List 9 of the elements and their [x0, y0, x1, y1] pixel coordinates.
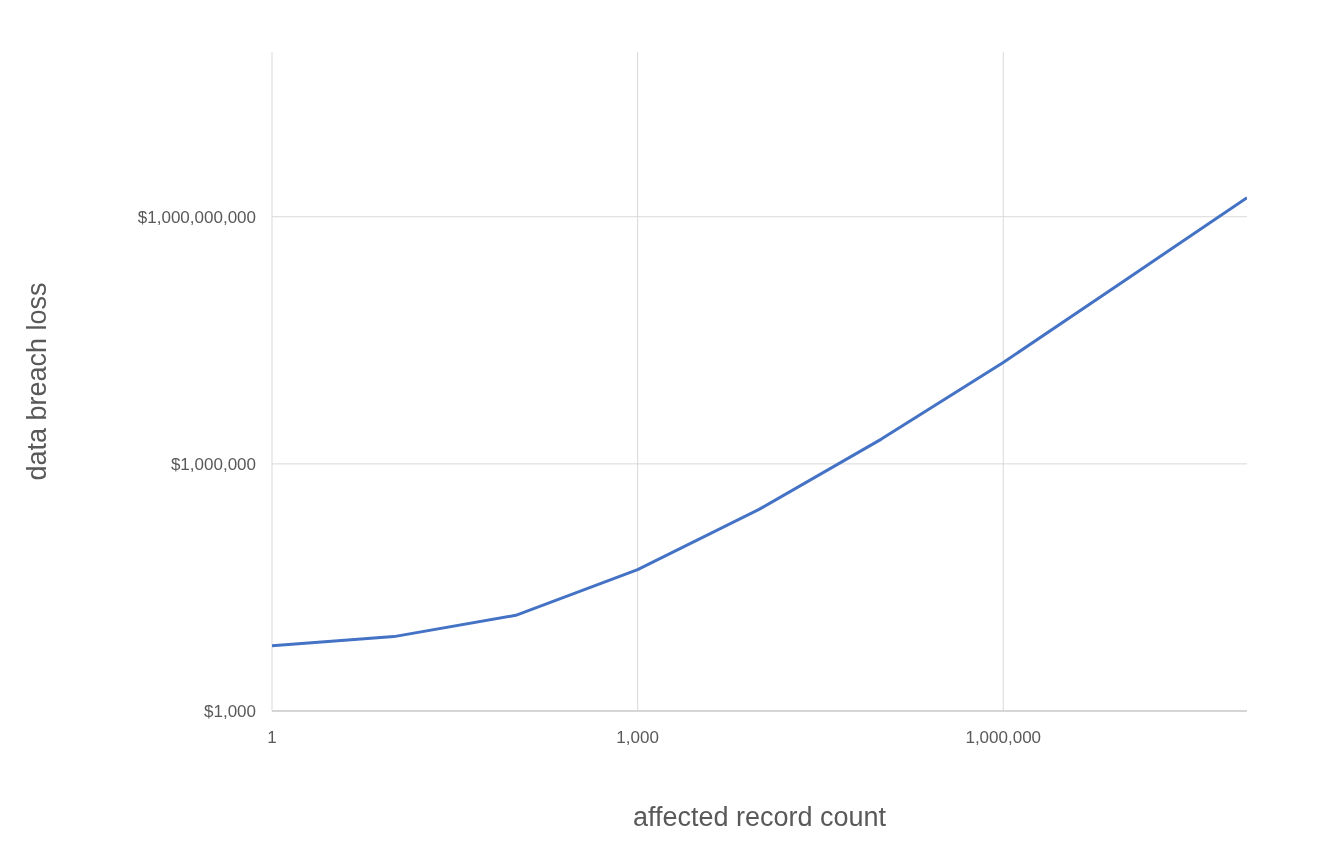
y-tick-label: $1,000,000 [170, 454, 256, 474]
y-axis-title: data breach loss [21, 282, 52, 481]
x-tick-label: 1,000,000 [965, 728, 1042, 748]
x-tick-label: 1,000 [616, 728, 659, 748]
y-tick-label: $1,000 [204, 702, 256, 722]
x-axis-title: affected record count [632, 802, 887, 832]
y-tick-label: $1,000,000,000 [137, 207, 256, 227]
line-series [272, 196, 1247, 648]
x-tick-label: 1 [267, 728, 277, 748]
